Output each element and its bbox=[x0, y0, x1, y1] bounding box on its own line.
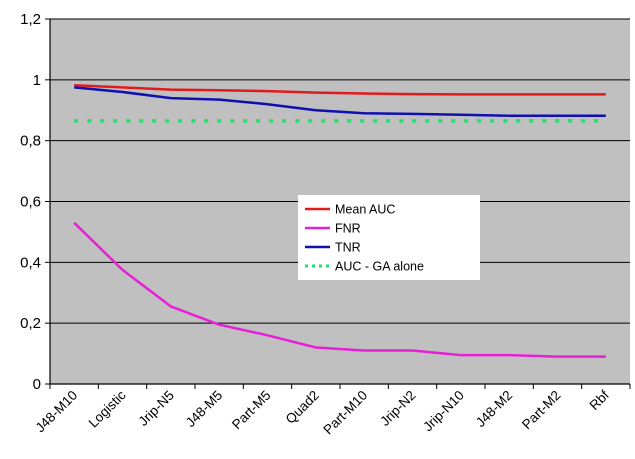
x-tick-label: Rbf bbox=[586, 387, 612, 413]
series-line bbox=[74, 86, 606, 117]
legend-label: Mean AUC bbox=[335, 203, 395, 217]
x-tick-label: Jrip-N2 bbox=[377, 388, 418, 429]
x-tick-label: J48-M2 bbox=[473, 388, 515, 430]
legend: Mean AUC FNR TNR AUC - GA alone bbox=[298, 195, 480, 280]
legend-label: AUC - GA alone bbox=[335, 260, 424, 274]
x-tick-label: Part-M5 bbox=[229, 388, 274, 433]
series-line bbox=[73, 221, 606, 358]
legend-label: FNR bbox=[335, 222, 361, 236]
y-tick-label: 0,6 bbox=[20, 194, 41, 211]
y-axis-ticks: 0 0,2 0,4 0,6 0,8 1 1,2 bbox=[20, 11, 50, 393]
x-tick-label: Logistic bbox=[86, 387, 129, 430]
y-tick-label: 1 bbox=[33, 72, 41, 89]
x-tick-label: J48-M5 bbox=[183, 388, 225, 430]
x-tick-label: Part-M2 bbox=[519, 388, 564, 433]
legend-label: TNR bbox=[335, 241, 361, 255]
y-tick-label: 0,4 bbox=[20, 254, 41, 271]
y-tick-label: 0,2 bbox=[20, 315, 41, 332]
series-group bbox=[73, 84, 606, 358]
x-axis-ticks: J48-M10 Logistic Jrip-N5 J48-M5 Part-M5 Quad2… bbox=[33, 384, 631, 438]
y-tick-label: 0,8 bbox=[20, 133, 41, 150]
series-line bbox=[74, 84, 606, 96]
x-tick-label: Jrip-N10 bbox=[420, 388, 467, 435]
x-tick-label: Quad2 bbox=[283, 388, 322, 427]
y-tick-label: 0 bbox=[33, 376, 41, 393]
x-tick-label: Jrip-N5 bbox=[136, 388, 177, 429]
x-tick-label: J48-M10 bbox=[33, 388, 81, 436]
x-tick-label: Part-M10 bbox=[320, 388, 370, 438]
y-tick-label: 1,2 bbox=[20, 11, 41, 28]
